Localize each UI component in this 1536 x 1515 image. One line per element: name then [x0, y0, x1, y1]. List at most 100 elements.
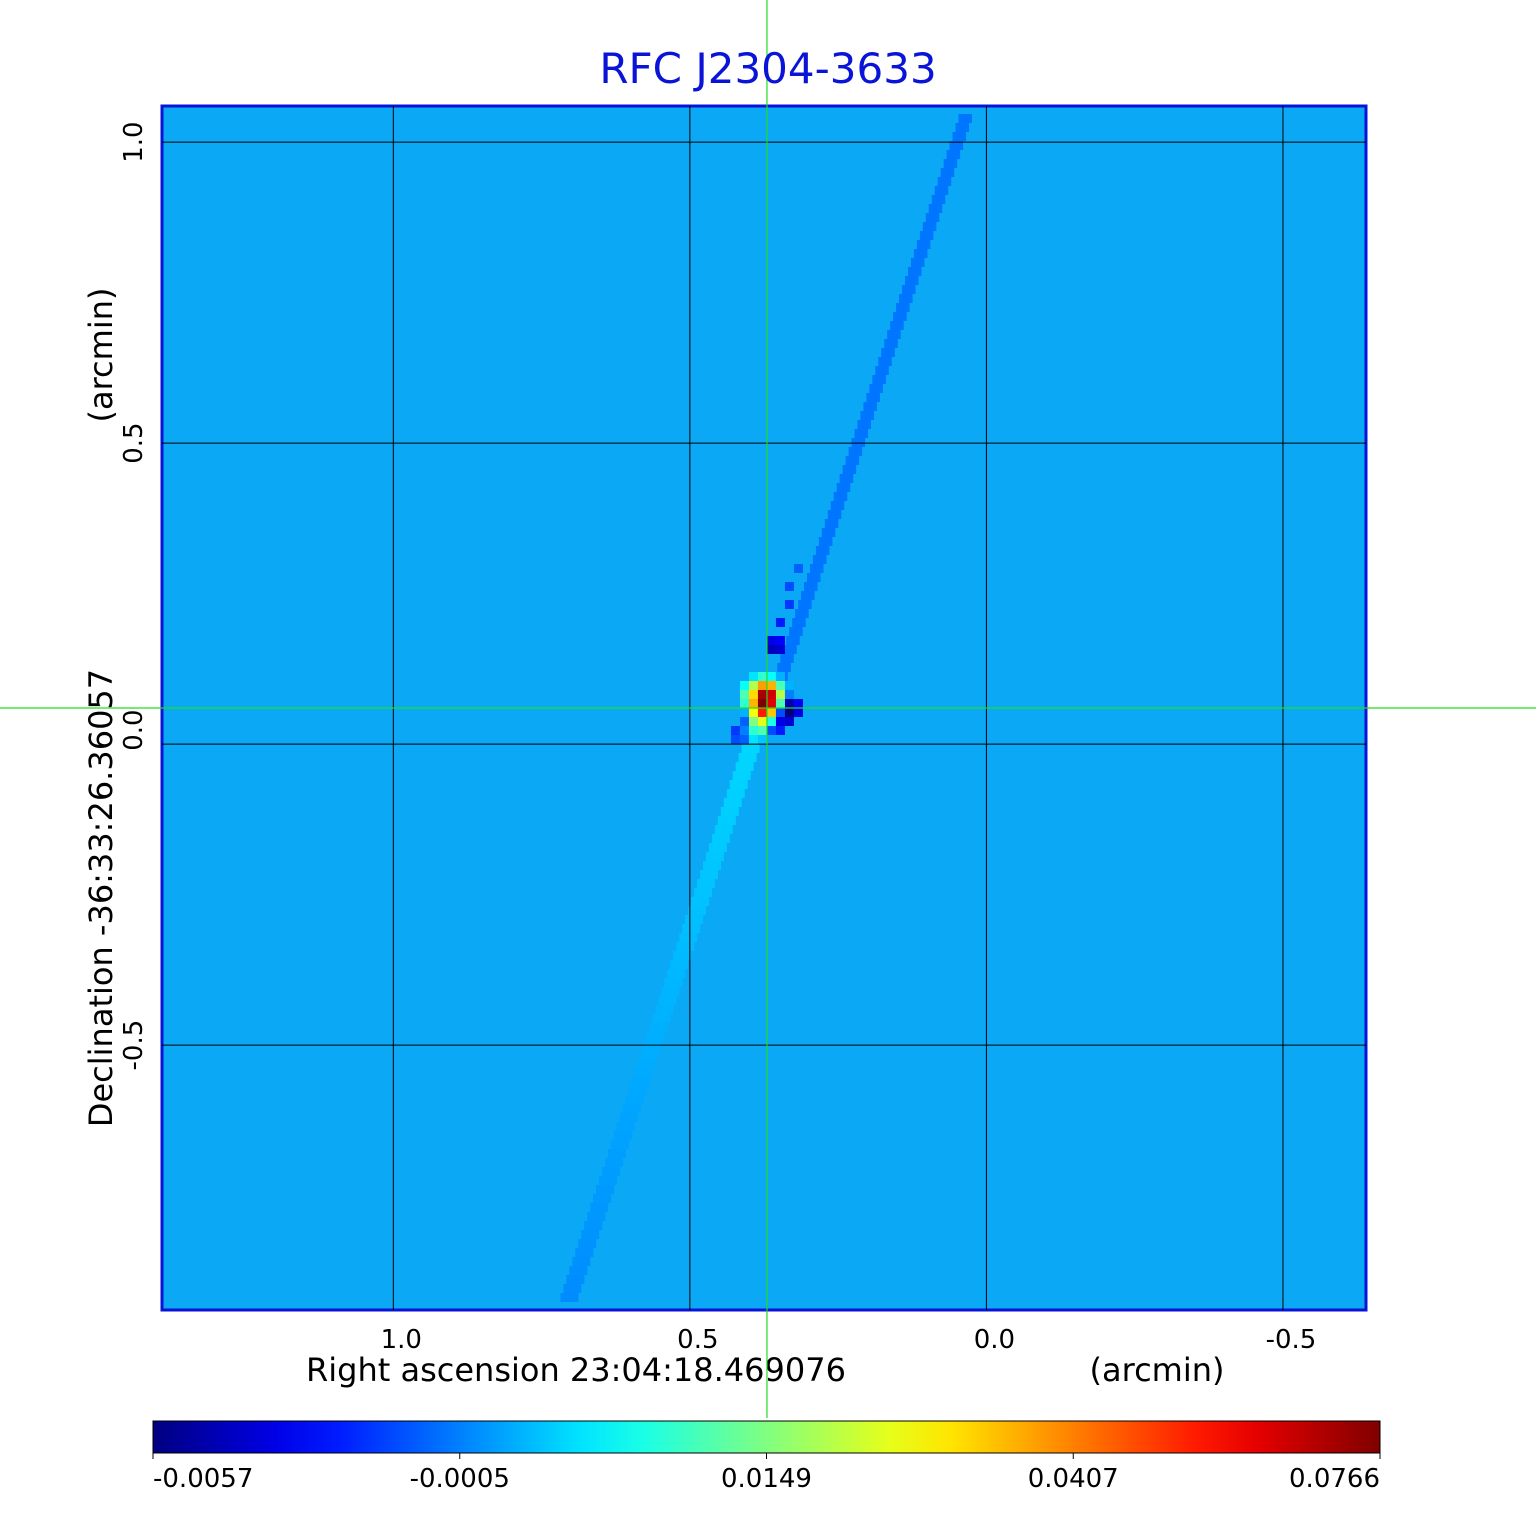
image-pixel — [766, 636, 776, 645]
image-pixel — [646, 1032, 665, 1041]
image-pixel — [601, 1167, 620, 1176]
image-pixel — [730, 735, 740, 744]
image-pixel — [775, 708, 785, 717]
image-pixel — [694, 888, 713, 897]
y-axis-unit: (arcmin) — [82, 288, 120, 423]
image-pixel — [708, 843, 727, 852]
image-pixel — [809, 564, 824, 573]
image-pixel — [757, 699, 767, 708]
image-pixel — [878, 357, 892, 366]
image-pixel — [937, 177, 952, 186]
image-pixel — [748, 726, 758, 735]
image-pixel — [777, 663, 791, 672]
image-pixel — [685, 915, 704, 924]
x-axis-label: Right ascension 23:04:18.469076 — [306, 1351, 846, 1389]
image-pixel — [775, 699, 785, 708]
image-pixel — [717, 816, 736, 825]
image-pixel — [766, 690, 776, 699]
image-pixel — [682, 924, 701, 933]
image-pixel — [766, 681, 776, 690]
image-pixel — [748, 699, 758, 708]
image-pixel — [691, 897, 710, 906]
image-pixel — [705, 852, 724, 861]
image-pixel — [702, 861, 721, 870]
image-pixel — [670, 960, 689, 969]
image-pixel — [741, 744, 760, 753]
image-pixel — [784, 582, 794, 591]
image-pixel — [789, 627, 803, 636]
image-pixel — [587, 1212, 606, 1221]
image-pixel — [784, 708, 794, 717]
image-pixel — [590, 1203, 609, 1212]
y-tick-label: 1.0 — [119, 121, 149, 162]
image-pixel — [780, 654, 794, 663]
image-pixel — [905, 276, 919, 285]
image-pixel — [619, 1113, 638, 1122]
image-pixel — [739, 708, 749, 717]
image-pixel — [795, 609, 809, 618]
image-pixel — [757, 708, 767, 717]
image-pixel — [622, 1104, 641, 1113]
image-pixel — [919, 231, 934, 240]
image-pixel — [655, 1005, 674, 1014]
image-pixel — [839, 474, 854, 483]
image-pixel — [560, 1293, 579, 1302]
image-pixel — [824, 519, 839, 528]
image-pixel — [907, 267, 922, 276]
image-pixel — [775, 726, 785, 735]
image-pixel — [775, 681, 785, 690]
colorbar-tick-label: 0.0766 — [1289, 1464, 1380, 1494]
image-pixel — [732, 771, 751, 780]
image-pixel — [916, 240, 931, 249]
image-pixel — [634, 1068, 653, 1077]
image-pixel — [792, 618, 806, 627]
x-tick-label: 0.0 — [974, 1325, 1015, 1355]
image-pixel — [673, 951, 692, 960]
image-pixel — [784, 600, 794, 609]
image-pixel — [739, 690, 749, 699]
image-pixel — [949, 141, 964, 150]
image-pixel — [658, 996, 677, 1005]
image-pixel — [842, 465, 857, 474]
image-pixel — [815, 546, 830, 555]
image-pixel — [872, 375, 886, 384]
image-pixel — [748, 717, 758, 726]
image-pixel — [613, 1131, 632, 1140]
image-pixel — [735, 762, 754, 771]
image-pixel — [775, 645, 785, 654]
image-pixel — [569, 1266, 588, 1275]
image-pixel — [726, 789, 745, 798]
image-pixel — [572, 1257, 591, 1266]
image-pixel — [739, 735, 749, 744]
image-pixel — [739, 717, 749, 726]
image-pixels — [560, 114, 972, 1302]
image-pixel — [884, 339, 898, 348]
image-pixel — [748, 690, 758, 699]
image-pixel — [830, 501, 845, 510]
image-pixel — [738, 753, 757, 762]
image-pixel — [827, 510, 842, 519]
image-pixel — [593, 1194, 612, 1203]
colorbar-tick-label: 0.0149 — [721, 1464, 812, 1494]
image-pixel — [640, 1050, 659, 1059]
image-pixel — [723, 798, 742, 807]
image-pixel — [604, 1158, 623, 1167]
image-pixel — [757, 690, 767, 699]
image-pixel — [757, 672, 767, 681]
image-pixel — [848, 447, 863, 456]
image-pixel — [784, 699, 794, 708]
image-pixel — [748, 708, 758, 717]
image-pixel — [599, 1176, 618, 1185]
image-pixel — [913, 249, 928, 258]
image-pixel — [679, 933, 698, 942]
image-pixel — [775, 636, 785, 645]
image-pixel — [934, 186, 949, 195]
image-pixel — [616, 1122, 635, 1131]
image-pixel — [857, 420, 872, 429]
image-pixel — [786, 636, 800, 645]
image-pixel — [869, 384, 883, 393]
image-pixel — [783, 645, 797, 654]
image-pixel — [720, 807, 739, 816]
